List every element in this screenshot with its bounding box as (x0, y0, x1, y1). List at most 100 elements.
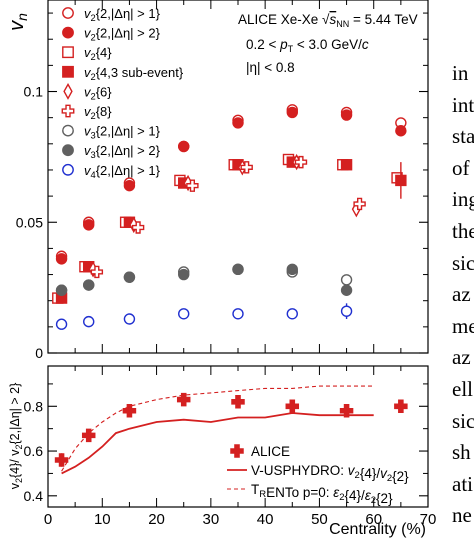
side-text-line: of (452, 155, 470, 180)
point-v2-4-3-sub-event (395, 174, 407, 187)
point-v2-8 (294, 155, 308, 169)
point-v4-2-1 (178, 308, 190, 320)
bottom-x-tick-label: 0 (44, 511, 52, 528)
bottom-x-tick-label: 20 (148, 511, 165, 528)
legend-marker-v2-2-1 (62, 7, 74, 19)
point-v4-2-1 (55, 318, 68, 330)
legend-marker-v2-6 (63, 82, 73, 100)
bottom-y-tick-label: 0.4 (24, 488, 44, 504)
bottom-panel: 0.4 0.6 0.8 0 10 20 30 40 50 60 70 ALICE V-USPHYDRO… (8, 365, 436, 538)
point-alice (231, 395, 245, 409)
legend-marker-v3-2-2 (62, 144, 74, 157)
side-text-line: me (452, 313, 474, 338)
side-text-line: sta (452, 124, 474, 149)
legend-label-v2-4: v2{4} (84, 45, 112, 62)
point-v3-2-2 (178, 268, 190, 281)
legend-marker-alice (230, 444, 244, 458)
point-v4-2-1 (286, 308, 298, 320)
point-v2-2-2 (123, 179, 136, 192)
point-v4-2-1 (83, 315, 95, 328)
top-y-tick-label: 0 (35, 345, 43, 361)
point-v2-8 (186, 179, 199, 192)
side-text-line: sic (452, 250, 474, 275)
side-text-line: in (452, 61, 469, 85)
line-v-usphydro-v2-4-v2-2 (61, 412, 374, 475)
point-v3-2-2 (123, 271, 136, 283)
point-v3-2-1 (340, 274, 353, 286)
point-v2-2-2 (232, 117, 244, 129)
side-text-line: sic (452, 408, 474, 433)
side-text-line: ing (452, 187, 474, 212)
bottom-data-marks (54, 385, 408, 475)
top-panel: 00.050.1 v2{2,|Δη| > 1}v2{2,|Δη| > 2}v2{… (6, 0, 429, 361)
point-v2-8 (131, 221, 145, 234)
legend-label-v2-2-2: v2{2,|Δη| > 2} (84, 26, 161, 43)
legend-marker-v3-2-1 (62, 124, 74, 137)
side-text-line: the (452, 219, 474, 243)
point-v2-2-2 (83, 219, 95, 231)
point-alice (81, 428, 96, 443)
legend-marker-v4-2-1 (62, 163, 74, 176)
point-v2-2-2 (178, 140, 190, 153)
point-alice (122, 404, 137, 418)
legend-label-trento-p-0-2-4-2-2: TRENTo p=0: ε2{4}/ε2{2} (251, 482, 393, 506)
bottom-axes: 0.4 0.6 0.8 0 10 20 30 40 50 60 70 (24, 366, 436, 528)
legend-label-v4-2-1: v4{2,|Δη| > 1} (84, 163, 161, 180)
point-v4-2-1 (123, 313, 136, 325)
legend-label-v3-2-1: v3{2,|Δη| > 1} (84, 124, 161, 141)
legend-marker-v2-8 (61, 104, 75, 118)
annotation-system: ALICE Xe-Xe √sNN = 5.44 TeV (238, 12, 418, 29)
side-text-line: int (452, 92, 474, 117)
point-v2-2-2 (395, 125, 407, 137)
bottom-x-tick-label: 40 (257, 511, 274, 528)
point-v2-4-3-sub-event (340, 159, 353, 171)
legend-label-alice: ALICE (251, 444, 290, 459)
bottom-x-tick-label: 60 (365, 511, 382, 528)
point-v2-2-2 (340, 109, 353, 121)
side-text-line: az (452, 345, 471, 370)
point-v3-2-2 (83, 279, 95, 291)
legend-label-v2-6: v2{6} (84, 84, 112, 101)
point-v2-2-2 (286, 106, 298, 119)
point-v4-2-1 (232, 308, 244, 320)
legend-label-v-usphydro-v2-4-v2-2: V-USPHYDRO: v2{4}/v2{2} (251, 463, 409, 484)
point-v2-8 (240, 161, 253, 174)
top-annotations: ALICE Xe-Xe √sNN = 5.44 TeV 0.2 < pT < 3.… (238, 12, 418, 75)
bottom-x-tick-label: 50 (311, 511, 328, 528)
top-y-label-sub: n (14, 13, 30, 21)
point-v2-8 (90, 265, 104, 279)
point-alice (394, 399, 408, 414)
point-v2-8 (353, 197, 366, 211)
bottom-y-axis-label: v2{4}/ v2{2,|Δη| > 2} (8, 383, 24, 490)
point-alice (285, 399, 300, 414)
point-alice (176, 392, 191, 407)
point-v3-2-2 (232, 263, 244, 276)
legend-marker-v2-2-2 (62, 26, 74, 39)
point-v3-2-2 (340, 284, 353, 296)
bottom-x-tick-label: 10 (94, 511, 111, 528)
point-v3-2-2 (55, 284, 68, 296)
top-axes: 0 0.05 0.1 (16, 0, 429, 361)
legend-label-v3-2-2: v3{2,|Δη| > 2} (84, 143, 161, 160)
bottom-x-axis-label: Centrality (%) (329, 521, 426, 538)
bottom-x-tick-label: 30 (203, 511, 220, 528)
legend-marker-v2-4 (62, 46, 74, 59)
top-legend: v2{2,|Δη| > 1} v2{2,|Δη| > 2} v2{4} v2{4,3 … (61, 6, 184, 180)
point-v4-2-1 (340, 305, 353, 317)
side-text-line: ati (452, 471, 473, 496)
top-y-axis-label: vn (6, 13, 30, 31)
bottom-y-tick-label: 0.8 (24, 398, 44, 414)
side-text-line: ne (452, 503, 472, 528)
top-data-marks (52, 104, 407, 330)
line-trento-p-0-2-4-2-2 (61, 385, 374, 472)
bottom-legend: ALICE V-USPHYDRO: v2{4}/v2{2}TRENTo p=0: … (227, 444, 409, 506)
bottom-plot-frame (47, 365, 429, 508)
point-alice (339, 404, 354, 418)
annotation-eta-range: |η| < 0.8 (246, 60, 295, 75)
side-text-line: sh (452, 440, 471, 465)
legend-label-v2-4-3-sub-event: v2{4,3 sub-event} (84, 65, 184, 82)
top-y-tick-label: 0.05 (16, 214, 43, 230)
top-y-label-main: v (6, 20, 28, 31)
bottom-y-tick-label: 0.6 (24, 443, 44, 459)
